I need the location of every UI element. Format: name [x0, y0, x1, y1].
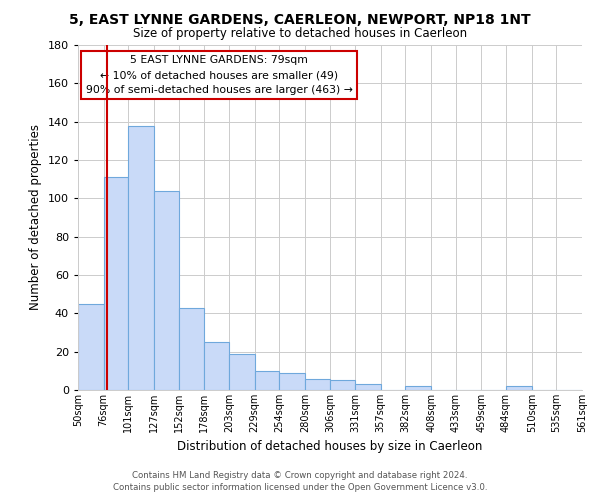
Bar [78, 304, 104, 390]
Text: 5, EAST LYNNE GARDENS, CAERLEON, NEWPORT, NP18 1NT: 5, EAST LYNNE GARDENS, CAERLEON, NEWPORT… [69, 12, 531, 26]
Text: 5 EAST LYNNE GARDENS: 79sqm
← 10% of detached houses are smaller (49)
90% of sem: 5 EAST LYNNE GARDENS: 79sqm ← 10% of det… [86, 56, 353, 95]
Bar [204, 342, 229, 390]
Bar [128, 126, 154, 390]
Bar [229, 354, 254, 390]
Bar [154, 190, 179, 390]
Y-axis label: Number of detached properties: Number of detached properties [29, 124, 42, 310]
Bar [305, 378, 331, 390]
Bar [506, 386, 532, 390]
Bar [279, 373, 305, 390]
X-axis label: Distribution of detached houses by size in Caerleon: Distribution of detached houses by size … [178, 440, 482, 454]
Text: Size of property relative to detached houses in Caerleon: Size of property relative to detached ho… [133, 28, 467, 40]
Bar [104, 178, 128, 390]
Bar [406, 386, 431, 390]
Bar [179, 308, 204, 390]
Bar [254, 371, 279, 390]
Bar [355, 384, 381, 390]
Text: Contains HM Land Registry data © Crown copyright and database right 2024.
Contai: Contains HM Land Registry data © Crown c… [113, 471, 487, 492]
Bar [331, 380, 355, 390]
